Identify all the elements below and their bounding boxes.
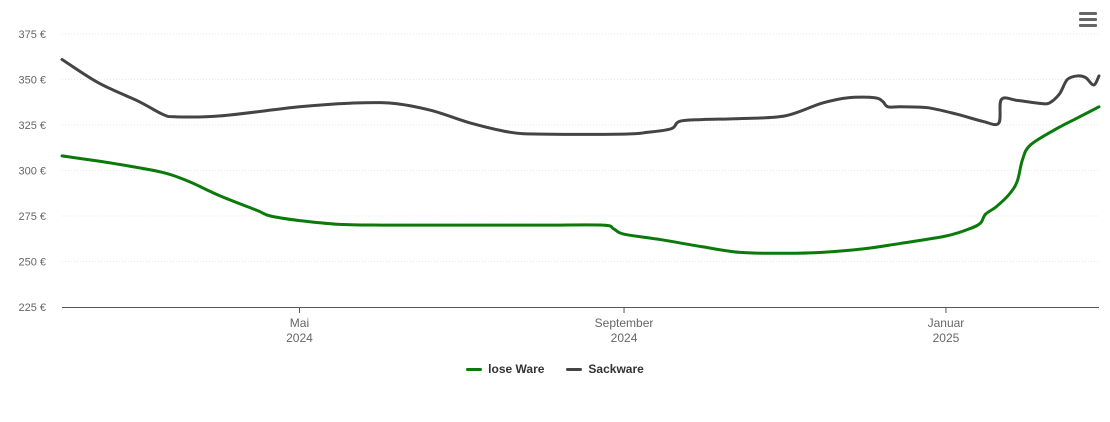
legend-label: Sackware (588, 362, 644, 376)
y-tick-label: 250 € (18, 257, 46, 269)
x-tick-label: Mai (290, 316, 309, 330)
chart-menu-icon[interactable] (1078, 12, 1098, 30)
legend-swatch (566, 367, 583, 371)
x-tick-year-label: 2024 (611, 331, 638, 345)
y-tick-label: 325 € (18, 120, 46, 132)
y-tick-label: 350 € (18, 75, 46, 87)
menu-bar (1079, 24, 1097, 27)
grid-lines (62, 33, 1099, 262)
x-tick-label: September (595, 316, 654, 330)
menu-bar (1079, 18, 1097, 21)
x-tick-year-label: 2025 (933, 331, 960, 345)
x-tick-year-label: 2024 (286, 331, 313, 345)
chart-legend: lose Ware Sackware (0, 362, 1110, 376)
x-tick-label: Januar (928, 316, 965, 330)
legend-swatch (466, 367, 483, 371)
legend-item-sackware[interactable]: Sackware (566, 362, 644, 376)
legend-item-lose-ware[interactable]: lose Ware (466, 362, 544, 376)
series-line-sackware[interactable] (60, 58, 1101, 136)
series-line-lose-ware[interactable] (60, 105, 1101, 255)
menu-bar (1079, 12, 1097, 15)
legend-label: lose Ware (488, 362, 545, 376)
series-lines (60, 58, 1101, 255)
y-tick-label: 300 € (18, 166, 46, 178)
y-tick-label: 225 € (18, 302, 46, 314)
y-tick-label: 375 € (18, 29, 46, 41)
y-tick-label: 275 € (18, 211, 46, 223)
y-axis: 225 € 250 € 275 € 300 € 325 € 350 € 375 € (18, 29, 46, 314)
